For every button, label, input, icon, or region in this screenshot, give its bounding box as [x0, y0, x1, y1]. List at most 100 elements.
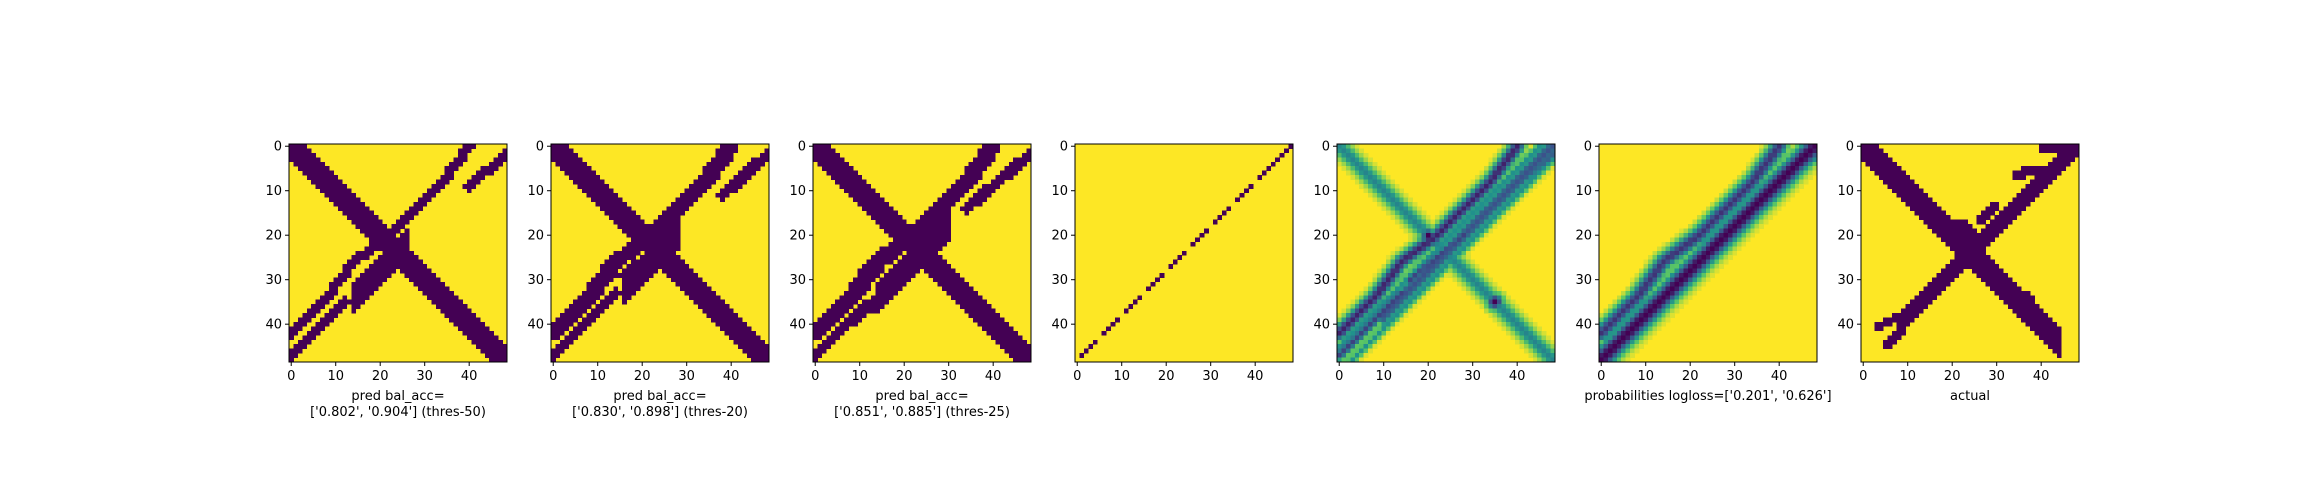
heatmap-cell	[346, 259, 352, 265]
heatmap-cell	[333, 313, 339, 318]
heatmap-cell	[1519, 317, 1525, 323]
heatmap-cell	[315, 179, 321, 185]
heatmap-cell	[817, 161, 823, 167]
heatmap-cell	[1696, 255, 1702, 260]
heatmap-cell	[893, 246, 898, 252]
heatmap-cell	[1412, 304, 1418, 309]
heatmap-cell	[551, 353, 556, 358]
heatmap-cell	[1656, 255, 1662, 260]
heatmap-cell	[466, 179, 472, 185]
heatmap-cell	[1479, 281, 1485, 287]
heatmap-cell	[1528, 344, 1534, 349]
heatmap-cell	[1998, 295, 2004, 301]
heatmap-cell	[404, 259, 410, 265]
heatmap-cell	[1652, 330, 1658, 336]
heatmap-cell	[1488, 304, 1494, 309]
heatmap-cell	[582, 326, 587, 332]
heatmap-cell	[950, 295, 956, 301]
heatmap-cell	[1443, 224, 1449, 229]
heatmap-cell	[1732, 188, 1738, 194]
heatmap-cell	[1652, 264, 1658, 269]
heatmap-cell	[1896, 170, 1902, 176]
heatmap-cell	[1434, 273, 1440, 278]
heatmap-cell	[684, 273, 690, 278]
heatmap-cell	[720, 161, 725, 167]
heatmap-cell	[1776, 184, 1782, 189]
heatmap-cell	[1017, 348, 1023, 354]
heatmap-cell	[1710, 210, 1715, 216]
heatmap-cell	[404, 219, 410, 225]
heatmap-cell	[866, 201, 872, 207]
heatmap-cell	[884, 259, 889, 265]
heatmap-cell	[1377, 321, 1382, 327]
heatmap-cell	[333, 290, 339, 296]
heatmap-cell	[702, 286, 708, 292]
heatmap-cell	[626, 232, 632, 238]
heatmap-cell	[1972, 228, 1977, 234]
heatmap-cell	[870, 197, 876, 203]
heatmap-cell	[1963, 224, 1969, 229]
heatmap-cell	[1079, 353, 1085, 358]
heatmap-cell	[333, 286, 339, 292]
heatmap-cell	[631, 241, 636, 247]
heatmap-cell	[1497, 175, 1502, 180]
heatmap-cell	[693, 192, 699, 198]
heatmap-cell	[666, 241, 672, 247]
heatmap-cell	[955, 197, 961, 203]
heatmap-cell	[973, 161, 978, 167]
heatmap-cell	[377, 219, 383, 225]
heatmap-cell	[1377, 184, 1382, 189]
heatmap-cell	[835, 152, 840, 158]
heatmap-cell	[1172, 259, 1178, 265]
heatmap-cell	[1448, 250, 1453, 256]
heatmap-cell	[982, 184, 987, 189]
heatmap-cell	[648, 232, 654, 238]
heatmap-cell	[1479, 268, 1485, 274]
heatmap-cell	[1701, 219, 1707, 225]
heatmap-cell	[1439, 268, 1445, 274]
heatmap-cell	[1345, 308, 1351, 314]
heatmap-cell	[422, 286, 428, 292]
heatmap-cell	[1732, 241, 1738, 247]
heatmap-cell	[369, 290, 374, 296]
heatmap-cell	[395, 255, 401, 260]
heatmap-cell	[1470, 210, 1476, 216]
heatmap-cell	[449, 290, 454, 296]
heatmap-cell	[1372, 188, 1378, 194]
heatmap-cell	[1461, 241, 1467, 247]
heatmap-cell	[1337, 152, 1342, 158]
heatmap-cell	[289, 357, 294, 363]
heatmap-cell	[586, 188, 592, 194]
heatmap-cell	[2047, 317, 2053, 323]
heatmap-cell	[888, 232, 894, 238]
heatmap-cell	[1372, 273, 1378, 278]
heatmap-cell	[1470, 192, 1476, 198]
heatmap-cell	[1443, 259, 1449, 265]
heatmap-cell	[2038, 317, 2044, 323]
heatmap-cell	[559, 144, 565, 149]
heatmap-cell	[369, 219, 374, 225]
heatmap-cell	[1745, 232, 1751, 238]
heatmap-cell	[1808, 166, 1813, 171]
heatmap-cell	[1785, 197, 1791, 203]
heatmap-cell	[1408, 232, 1413, 238]
heatmap-cell	[346, 201, 352, 207]
heatmap-cell	[1763, 148, 1769, 154]
heatmap-cell	[382, 224, 388, 229]
heatmap-cell	[2016, 299, 2022, 305]
heatmap-cell	[866, 188, 872, 194]
heatmap-cell	[875, 308, 881, 314]
heatmap-cell	[1377, 290, 1382, 296]
heatmap-cell	[626, 255, 632, 260]
heatmap-cell	[1643, 321, 1649, 327]
heatmap-cell	[1394, 215, 1400, 220]
y-tick-label: 40	[1837, 318, 1854, 333]
heatmap-cell	[1643, 326, 1649, 332]
heatmap-cell	[737, 339, 743, 345]
heatmap-cell	[870, 273, 876, 278]
heatmap-cell	[1026, 152, 1032, 158]
heatmap-cell	[2016, 308, 2022, 314]
heatmap-cell	[622, 290, 627, 296]
heatmap-cell	[631, 255, 636, 260]
heatmap-cell	[1354, 304, 1360, 309]
